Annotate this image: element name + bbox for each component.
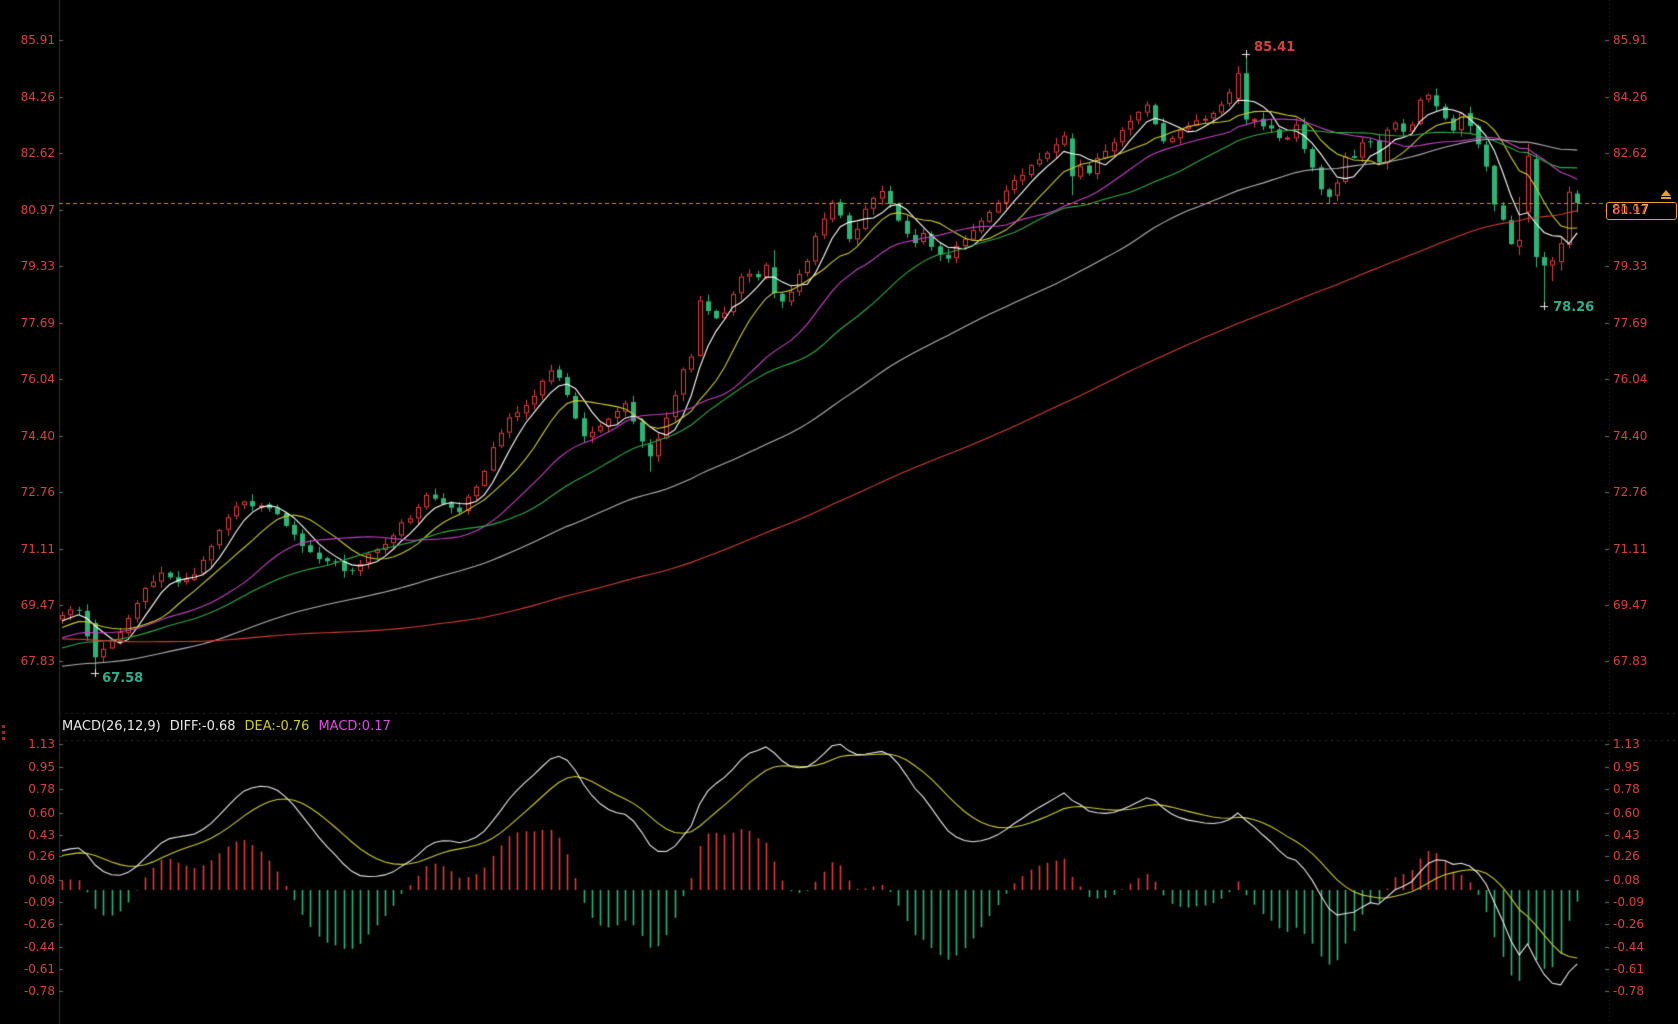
panel-splitter-handle-icon[interactable] (1, 725, 7, 745)
